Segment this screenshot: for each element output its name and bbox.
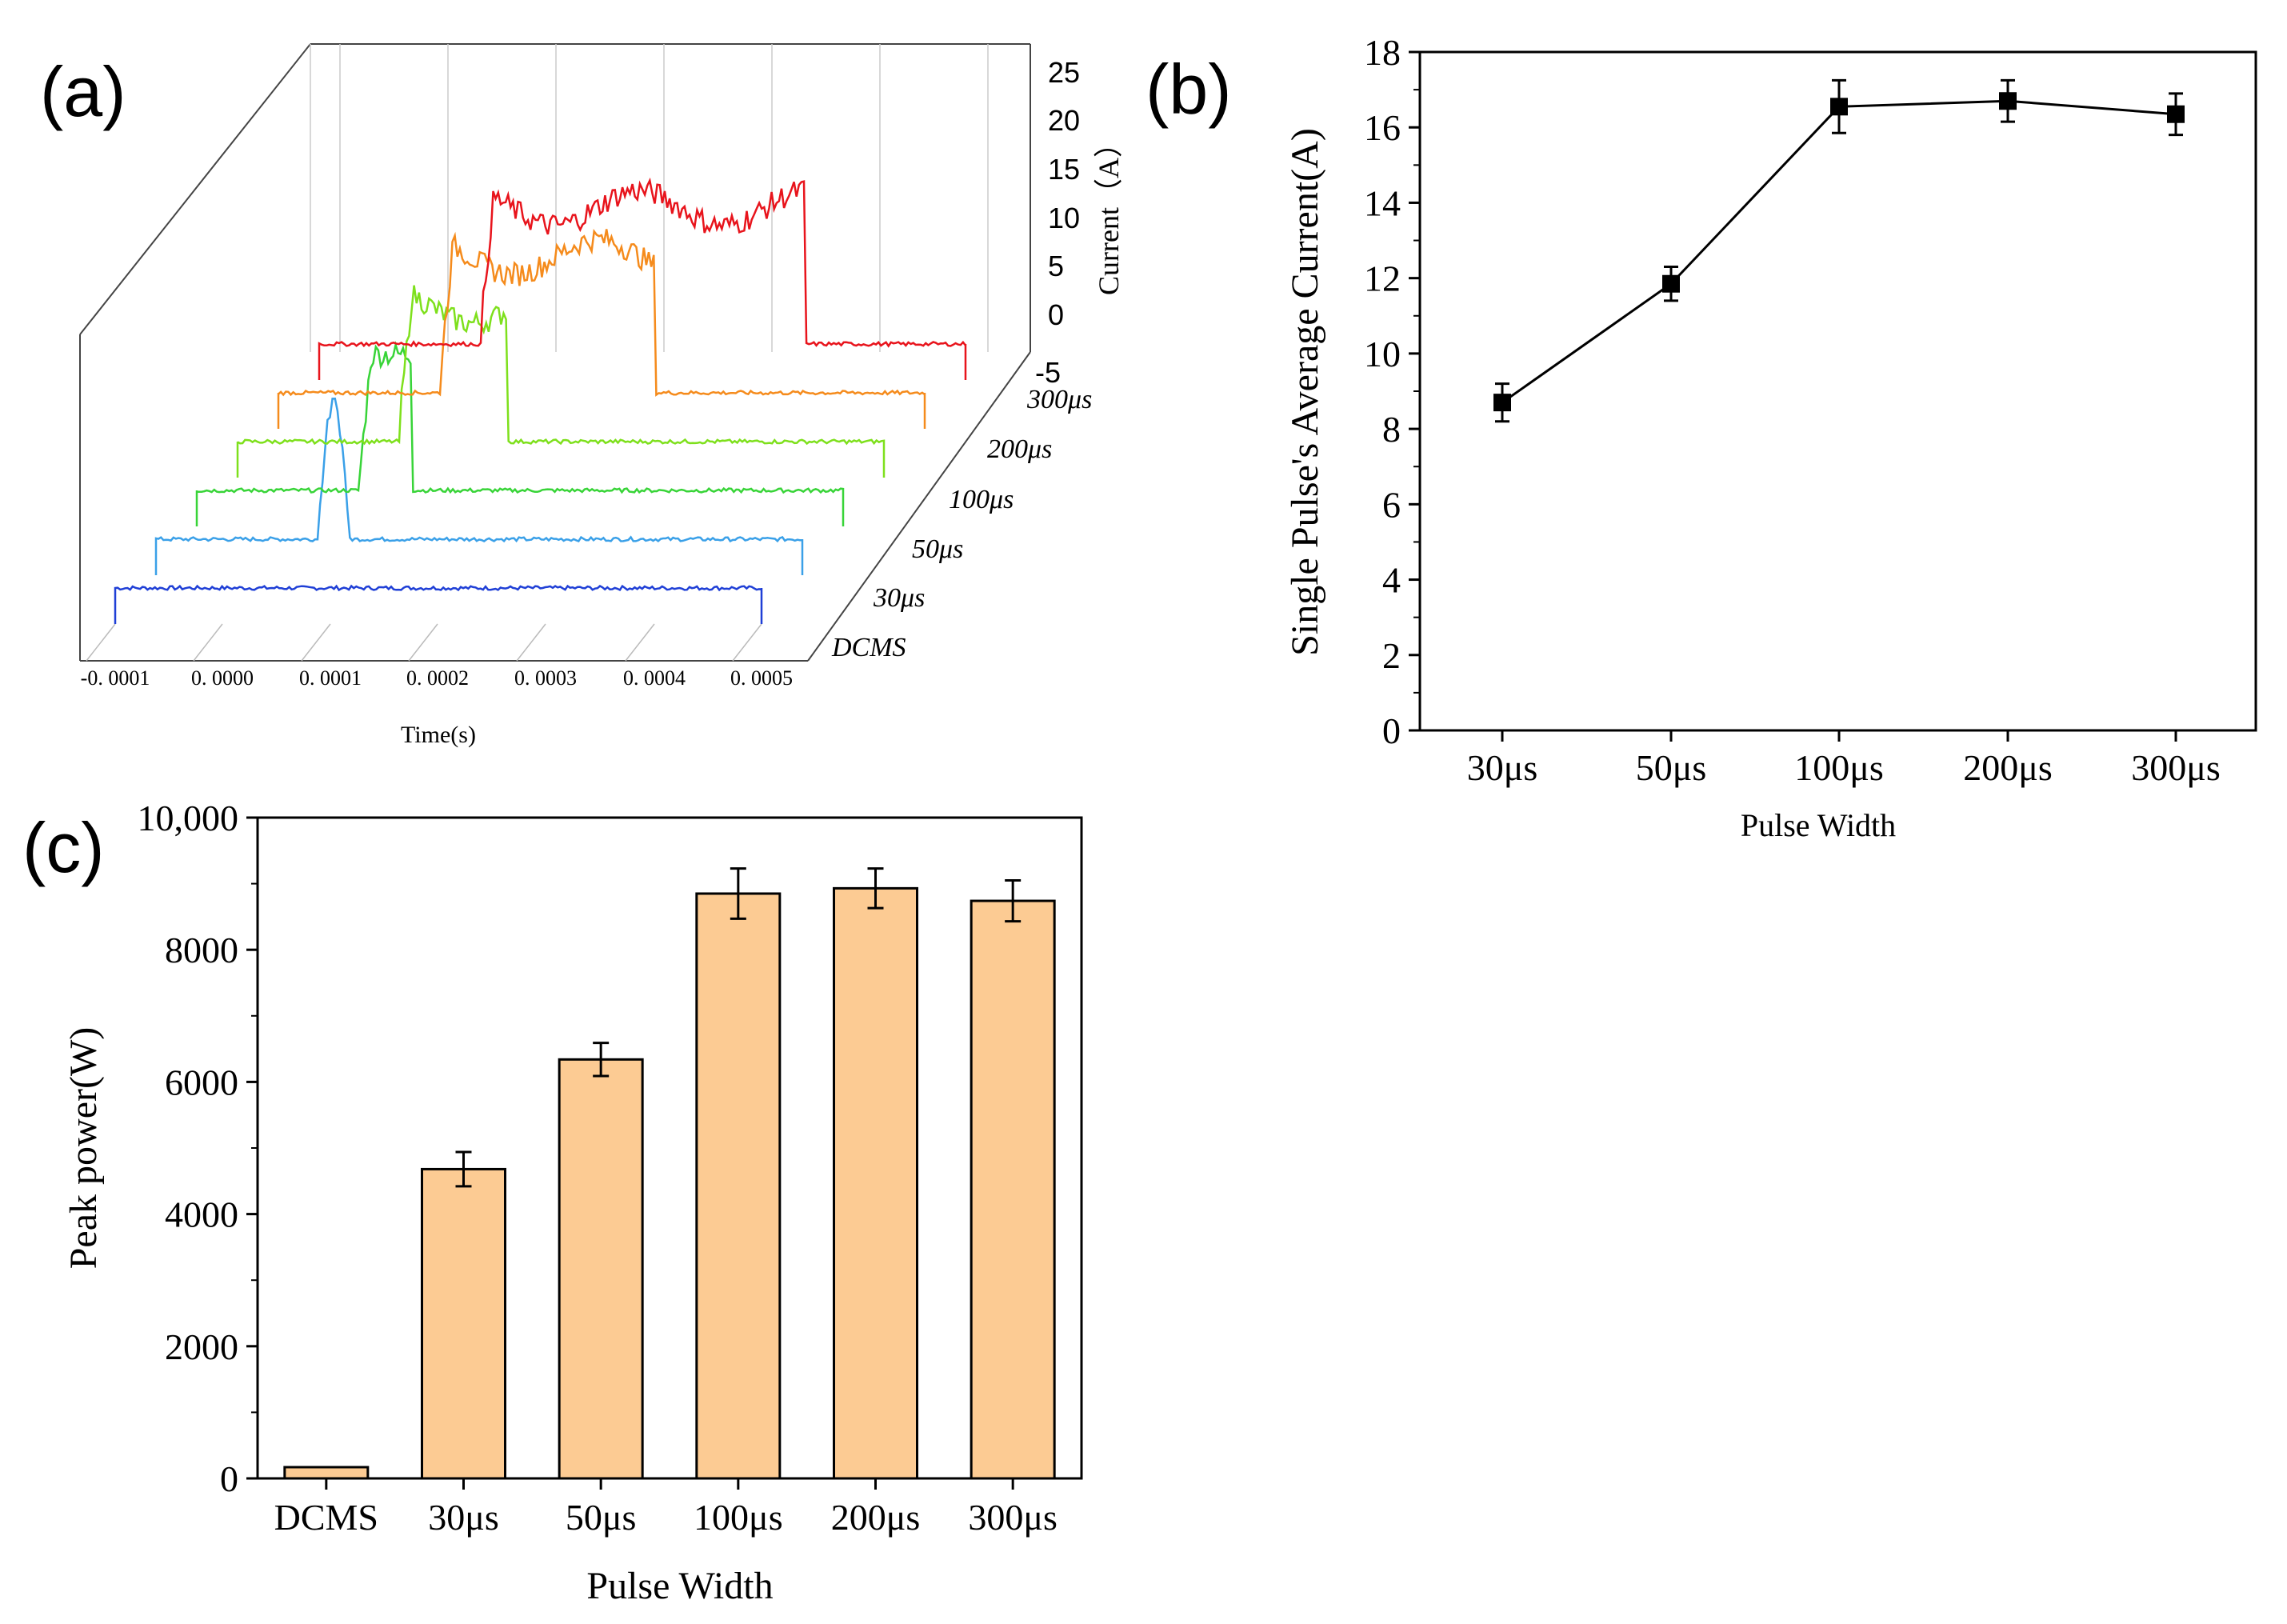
a-x-tick: 0. 0005: [730, 666, 793, 690]
c-y-tick-label: 2000: [165, 1326, 238, 1367]
a-x-tick: 0. 0003: [514, 666, 577, 690]
a-trace-100μs: [236, 285, 886, 478]
a-z-tick: 20: [1048, 104, 1080, 137]
panel-a-x-label: Time(s): [401, 722, 476, 748]
a-z-tick: 0: [1048, 298, 1064, 331]
c-y-tick-label: 6000: [165, 1062, 238, 1102]
b-y-tick-label: 2: [1382, 635, 1401, 676]
a-x-tick: 0. 0000: [191, 666, 254, 690]
b-y-tick-label: 16: [1364, 107, 1401, 148]
b-data-point: [2167, 105, 2185, 123]
panel-c-bars: [283, 867, 1056, 1480]
c-bar: [558, 1058, 644, 1480]
panel-a-z-label: Current（A）: [1093, 129, 1125, 295]
panel-c-y-label: Peak power(W): [62, 1027, 105, 1270]
c-x-tick-label: 30μs: [428, 1497, 499, 1538]
b-y-tick-label: 6: [1382, 484, 1401, 525]
panel-a: (a) -0. 0001 0. 0000 0. 0001 0. 0002 0. …: [40, 43, 1125, 748]
a-floor-gridline: [732, 623, 762, 662]
b-x-tick-label: 200μs: [1963, 747, 2053, 788]
panel-a-gridlines: [86, 44, 989, 662]
c-bar: [970, 899, 1056, 1480]
a-trace-300μs: [318, 177, 967, 380]
a-series-label: DCMS: [831, 633, 906, 662]
c-x-tick-label: 100μs: [694, 1497, 783, 1538]
panel-c-x-label: Pulse Width: [586, 1565, 773, 1607]
c-x-tick-label: 300μs: [968, 1497, 1058, 1538]
a-trace-DCMS: [114, 584, 763, 624]
c-x-tick-label: 50μs: [566, 1497, 637, 1538]
panel-a-series-labels: 300μs 200μs 100μs 50μs 30μs DCMS: [831, 385, 1092, 662]
a-z-tick: 10: [1048, 202, 1080, 234]
a-floor-gridline: [193, 623, 223, 662]
b-y-tick-label: 0: [1382, 710, 1401, 751]
b-x-tick-label: 30μs: [1467, 747, 1538, 788]
panel-b-x-ticks: 30μs 50μs 100μs 200μs 300μs: [1467, 730, 2221, 788]
a-trace-30μs: [154, 398, 804, 575]
b-data-point: [1493, 394, 1511, 412]
a-trace-50μs: [195, 341, 845, 526]
panel-b-x-label: Pulse Width: [1741, 807, 1896, 843]
b-data-point: [1999, 92, 2017, 110]
b-y-tick-label: 12: [1364, 258, 1401, 299]
panel-b-y-label: Single Pulse's Average Current(A): [1284, 128, 1326, 656]
c-x-tick-label: DCMS: [274, 1497, 378, 1538]
b-y-tick-label: 4: [1382, 560, 1401, 601]
a-trace-200μs: [277, 228, 926, 429]
a-series-label: 100μs: [949, 485, 1014, 514]
a-z-tick: 5: [1048, 250, 1064, 282]
b-y-tick-label: 18: [1364, 32, 1401, 73]
a-floor-gridline: [301, 623, 331, 662]
b-x-tick-label: 50μs: [1636, 747, 1707, 788]
a-x-tick: 0. 0001: [299, 666, 362, 690]
b-x-tick-label: 100μs: [1794, 747, 1884, 788]
c-y-tick-label: 8000: [165, 930, 238, 970]
a-z-tick: -5: [1035, 356, 1061, 389]
panel-c-plot-frame: [256, 816, 1083, 1480]
a-floor-gridline: [516, 623, 546, 662]
a-x-tick: 0. 0002: [406, 666, 469, 690]
panel-c: (c) 0 2000 4000 6000 8000 10,000 DCMS 30μs 50μs…: [22, 798, 1083, 1607]
c-bar: [695, 892, 782, 1480]
panel-a-box: [79, 43, 1031, 662]
c-y-tick-label: 4000: [165, 1194, 238, 1235]
a-series-label: 30μs: [873, 583, 925, 613]
a-z-tick: 25: [1048, 56, 1080, 89]
b-y-tick-label: 8: [1382, 409, 1401, 450]
b-data-point: [1830, 98, 1848, 116]
b-y-tick-label: 10: [1364, 334, 1401, 374]
panel-b-data: [1493, 78, 2185, 423]
c-x-tick-label: 200μs: [831, 1497, 921, 1538]
b-series-line: [1501, 99, 2177, 404]
a-series-label: 200μs: [987, 434, 1052, 464]
c-bar: [833, 886, 918, 1480]
panel-a-z-ticks: 25 20 15 10 5 0 -5: [1035, 56, 1080, 389]
a-series-label: 300μs: [1026, 385, 1092, 414]
panel-c-y-ticks: 0 2000 4000 6000 8000 10,000: [138, 798, 258, 1499]
a-series-label: 50μs: [912, 534, 963, 564]
c-bar: [421, 1167, 506, 1480]
b-data-point: [1662, 274, 1680, 293]
a-floor-gridline: [86, 623, 116, 662]
c-bar: [283, 1466, 370, 1480]
a-floor-gridline: [625, 623, 655, 662]
a-z-tick: 15: [1048, 153, 1080, 186]
c-y-tick-label: 0: [220, 1458, 238, 1499]
panel-c-x-ticks: DCMS 30μs 50μs 100μs 200μs 300μs: [274, 1478, 1058, 1538]
a-x-tick: -0. 0001: [81, 666, 150, 690]
panel-b-y-ticks: 0 2 4 6 8 10 12 14 16 18: [1364, 32, 1420, 751]
c-y-tick-label: 10,000: [138, 798, 239, 838]
panel-a-label: (a): [40, 52, 126, 131]
panel-b-plot-frame: [1418, 50, 2257, 732]
b-x-tick-label: 300μs: [2131, 747, 2221, 788]
b-y-tick-label: 14: [1364, 182, 1401, 223]
panel-a-traces: [114, 177, 967, 624]
a-floor-gridline: [408, 623, 438, 662]
panel-c-label: (c): [22, 808, 105, 887]
a-x-tick: 0. 0004: [623, 666, 686, 690]
panel-a-x-ticks: -0. 0001 0. 0000 0. 0001 0. 0002 0. 0003…: [81, 666, 793, 690]
panel-b-label: (b): [1145, 50, 1232, 129]
